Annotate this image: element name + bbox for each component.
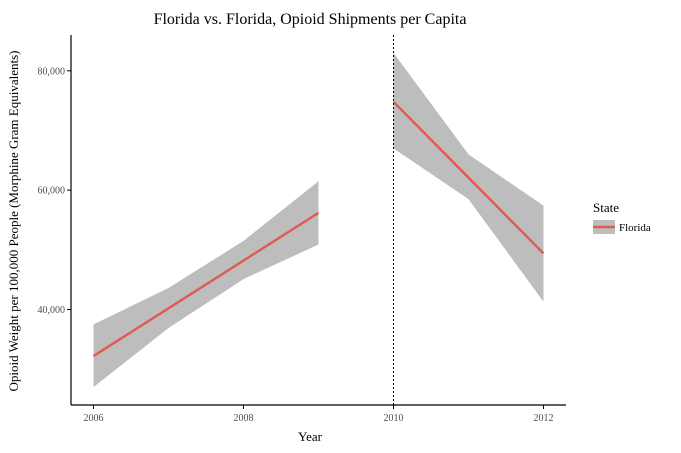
y-tick-label: 40,000 — [38, 305, 66, 316]
legend-entry-florida: Florida — [619, 222, 651, 234]
x-tick-label: 2008 — [234, 413, 254, 424]
confidence-bands — [93, 52, 544, 388]
trend-lines — [92, 100, 545, 358]
x-tick-label: 2010 — [384, 413, 404, 424]
x-tick-label: 2006 — [84, 413, 104, 424]
y-tick-label: 80,000 — [38, 66, 66, 77]
legend: State Florida — [593, 200, 651, 234]
trend-line-segment-1 — [92, 211, 320, 358]
x-axis-title: Year — [298, 429, 323, 444]
y-axis-title: Opioid Weight per 100,000 People (Morphi… — [6, 51, 21, 392]
trend-line-segment-2 — [392, 100, 545, 255]
x-axis-ticks: 2006 2008 2010 2012 — [84, 405, 554, 424]
chart-title: Florida vs. Florida, Opioid Shipments pe… — [154, 11, 467, 28]
legend-title: State — [593, 200, 619, 215]
x-tick-label: 2012 — [534, 413, 554, 424]
y-axis-ticks: 40,000 60,000 80,000 — [38, 66, 71, 316]
y-tick-label: 60,000 — [38, 186, 66, 197]
